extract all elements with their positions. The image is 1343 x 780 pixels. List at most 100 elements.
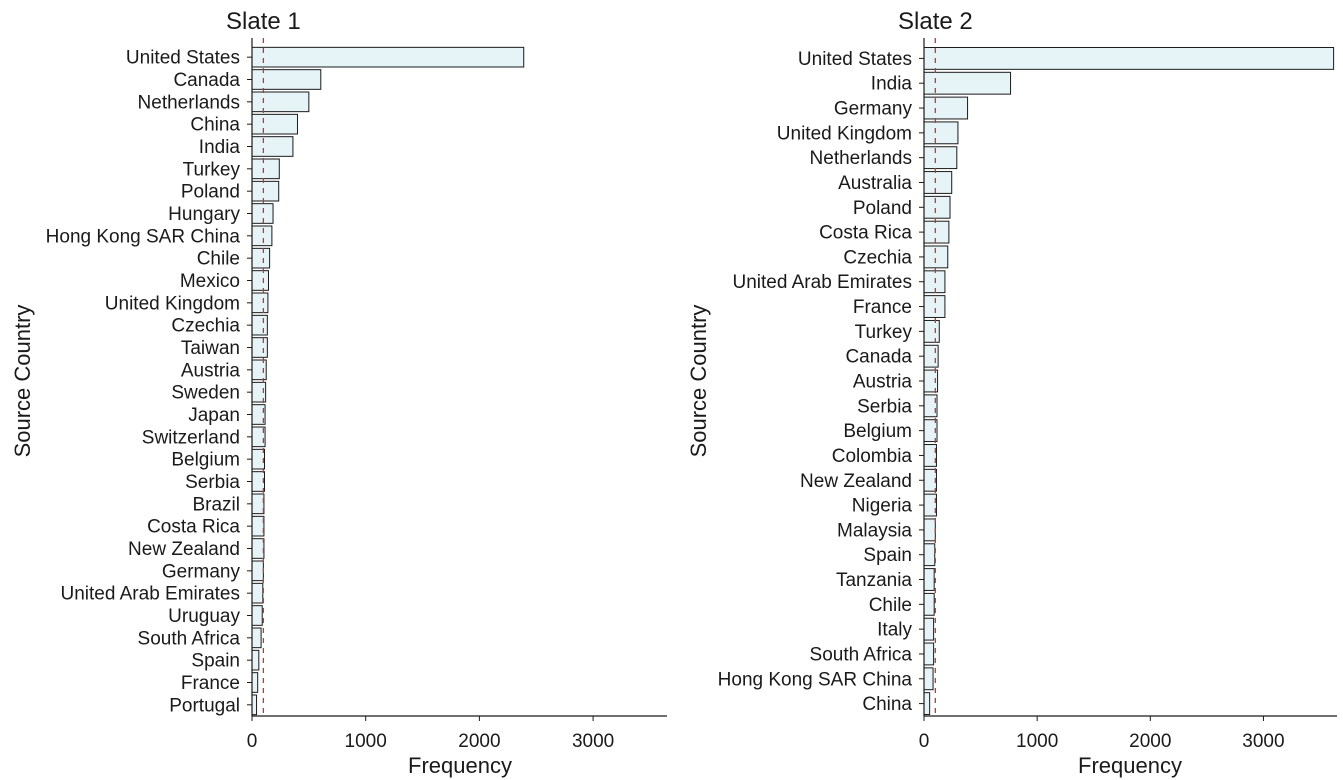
chart2-category-label: United States	[798, 49, 912, 70]
chart1-bar	[251, 649, 260, 671]
chart2-bar	[923, 344, 939, 368]
chart2-category-label: Nigeria	[852, 496, 913, 517]
chart2-category-label: France	[853, 297, 912, 318]
chart2-category-label: Turkey	[855, 322, 913, 343]
chart2-category-label: Netherlands	[810, 148, 912, 169]
chart1-category-label: France	[181, 673, 240, 694]
chart1-bar	[251, 270, 269, 291]
chart1-bar	[251, 493, 265, 515]
chart1-bar	[251, 538, 265, 559]
chart1-bar	[251, 582, 264, 604]
chart1-category-label: Taiwan	[181, 338, 240, 359]
chart2-y-axis-label: Source Country	[686, 305, 711, 458]
chart1-category-label: Chile	[197, 249, 240, 270]
chart2-bar	[923, 46, 1335, 70]
chart1-bar	[251, 359, 267, 381]
chart2-bar	[923, 71, 1012, 95]
chart1-bar	[251, 158, 280, 180]
chart2-bar	[923, 171, 953, 194]
chart1-x-tick-label: 0	[247, 731, 258, 752]
chart1-bar	[251, 627, 262, 649]
chart1-category-label: South Africa	[138, 628, 241, 649]
chart1-y-axis-label: Source Country	[10, 305, 35, 458]
chart1-category-label: Switzerland	[142, 427, 240, 448]
chart1-x-axis-label: Frequency	[408, 753, 512, 778]
chart1-category-label: Hong Kong SAR China	[46, 226, 241, 247]
chart1-category-label: Poland	[181, 182, 240, 203]
chart1-category-label: Hungary	[168, 204, 240, 225]
chart2-bar	[923, 692, 931, 716]
chart1-bar	[251, 314, 268, 336]
chart2-bar	[923, 568, 935, 591]
chart2-category-label: Czechia	[843, 247, 912, 268]
chart1-bar	[251, 337, 268, 358]
chart1-x-tick-label: 2000	[458, 731, 500, 752]
chart1-category-label: China	[190, 115, 240, 136]
chart2-x-tick-label: 0	[919, 731, 930, 752]
chart1-category-label: Serbia	[185, 472, 240, 493]
chart1-x-tick-label: 3000	[572, 731, 614, 752]
chart1-bar	[251, 694, 258, 716]
chart2-bar	[923, 195, 951, 219]
chart1-bar	[251, 292, 269, 314]
chart1-title: Slate 1	[226, 8, 301, 35]
chart1-category-label: Sweden	[171, 383, 240, 404]
chart1-category-label: Japan	[188, 405, 240, 426]
chart2-x-tick-label: 2000	[1129, 731, 1171, 752]
chart1-x-tick-label: 1000	[345, 731, 387, 752]
chart2-bar	[923, 444, 937, 467]
chart2-category-label: Australia	[838, 173, 912, 194]
chart2-category-label: Poland	[853, 198, 912, 219]
chart2-category-label: Costa Rica	[819, 223, 912, 244]
chart1-bar	[251, 46, 525, 68]
chart1-category-label: United Kingdom	[105, 293, 240, 314]
chart1-category-label: Brazil	[192, 494, 240, 515]
chart2-category-label: Italy	[877, 620, 912, 641]
chart1-category-label: United Arab Emirates	[60, 584, 240, 605]
chart2-bar	[923, 642, 935, 666]
chart2-category-label: Tanzania	[836, 570, 912, 591]
chart2-category-label: India	[871, 74, 913, 95]
chart2-category-label: New Zealand	[800, 471, 912, 492]
chart1-category-label: Germany	[162, 561, 241, 582]
chart2-category-label: Hong Kong SAR China	[718, 669, 913, 690]
chart1-category-label: Uruguay	[168, 606, 240, 627]
chart1-bar	[251, 225, 273, 247]
chart2-bar	[923, 493, 937, 517]
chart2-bar	[923, 96, 969, 120]
chart1-category-label: Costa Rica	[147, 517, 240, 538]
chart2-category-label: Malaysia	[837, 520, 912, 541]
chart2-bar	[923, 220, 950, 244]
chart1-bar	[251, 91, 310, 113]
chart1-category-label: Canada	[173, 70, 240, 91]
chart2-category-label: Belgium	[843, 421, 912, 442]
chart1-bar	[251, 113, 298, 135]
chart2-bar	[923, 667, 934, 691]
chart1-category-label: Austria	[181, 360, 241, 381]
chart1-bar	[251, 672, 259, 693]
chart2-x-tick-label: 1000	[1016, 731, 1058, 752]
chart1-bar	[251, 69, 322, 90]
chart2-bar	[923, 592, 935, 616]
chart2-bar	[923, 468, 937, 492]
chart2-category-label: Canada	[845, 347, 912, 368]
chart2-title: Slate 2	[898, 8, 973, 35]
chart2-category-label: United Arab Emirates	[732, 272, 912, 293]
chart1-category-label: Spain	[191, 651, 240, 672]
chart1-category-label: Portugal	[169, 695, 240, 716]
chart2-category-label: Chile	[869, 595, 912, 616]
chart2-bar	[923, 319, 940, 343]
chart2-category-label: South Africa	[810, 644, 913, 665]
chart2-category-label: Colombia	[832, 446, 913, 467]
chart2-bar	[923, 543, 936, 567]
chart1-bar	[251, 471, 266, 492]
chart2-bar	[923, 617, 935, 641]
chart2-category-label: Serbia	[857, 396, 912, 417]
chart1-bar	[251, 136, 294, 157]
chart2-x-axis-label: Frequency	[1078, 753, 1182, 778]
chart2-bar	[923, 146, 958, 170]
chart1-category-label: New Zealand	[128, 539, 240, 560]
chart2-category-label: Germany	[834, 99, 913, 120]
chart1-category-label: United States	[126, 48, 240, 69]
